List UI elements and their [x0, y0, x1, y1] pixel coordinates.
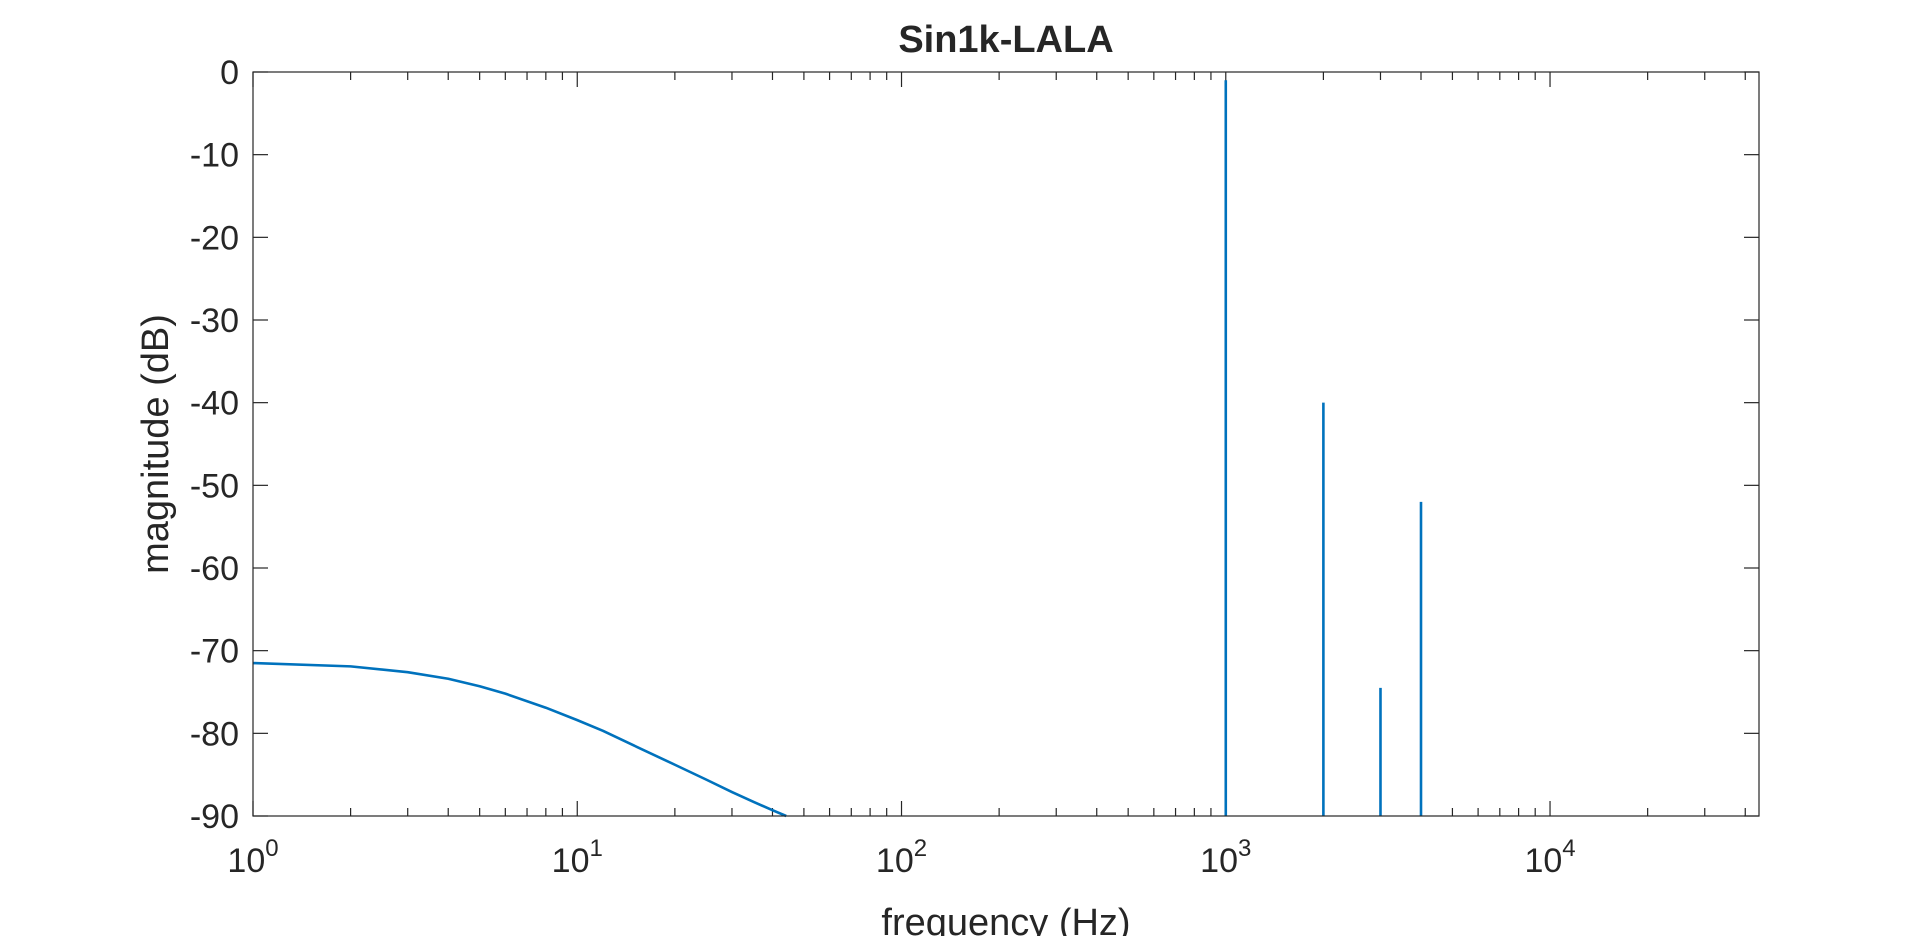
x-axis-label: frequency (Hz) — [881, 902, 1130, 936]
y-axis-label: magnitude (dB) — [135, 314, 177, 574]
x-tick-exponent: 4 — [1562, 835, 1575, 862]
x-tick-base: 10 — [552, 842, 590, 880]
y-tick-label: -30 — [190, 302, 239, 340]
x-tick-label: 100 — [227, 835, 278, 880]
x-tick-label: 104 — [1524, 835, 1575, 880]
x-tick-exponent: 3 — [1238, 835, 1251, 862]
x-tick-base: 10 — [876, 842, 914, 880]
y-tick-label: -40 — [190, 385, 239, 423]
x-tick-label: 101 — [552, 835, 603, 880]
chart-title: Sin1k-LALA — [898, 19, 1113, 61]
x-tick-base: 10 — [1200, 842, 1238, 880]
y-tick-label: -90 — [190, 798, 239, 836]
x-tick-exponent: 2 — [914, 835, 927, 862]
y-tick-label: -60 — [190, 550, 239, 588]
x-tick-label: 102 — [876, 835, 927, 880]
x-tick-exponent: 0 — [265, 835, 278, 862]
x-tick-label: 103 — [1200, 835, 1251, 880]
y-tick-label: -50 — [190, 467, 239, 505]
y-tick-label: -70 — [190, 633, 239, 671]
y-tick-label: -10 — [190, 137, 239, 175]
spectrum-curve — [252, 661, 787, 818]
x-tick-base: 10 — [227, 842, 265, 880]
y-tick-label: -20 — [190, 219, 239, 257]
plot-frame — [252, 71, 1760, 817]
y-tick-label: -80 — [190, 715, 239, 753]
plot-data — [252, 80, 1423, 818]
x-tick-base: 10 — [1524, 842, 1562, 880]
axis-ticks — [252, 71, 1759, 817]
x-tick-exponent: 1 — [589, 835, 602, 862]
y-tick-label: 0 — [220, 54, 239, 92]
